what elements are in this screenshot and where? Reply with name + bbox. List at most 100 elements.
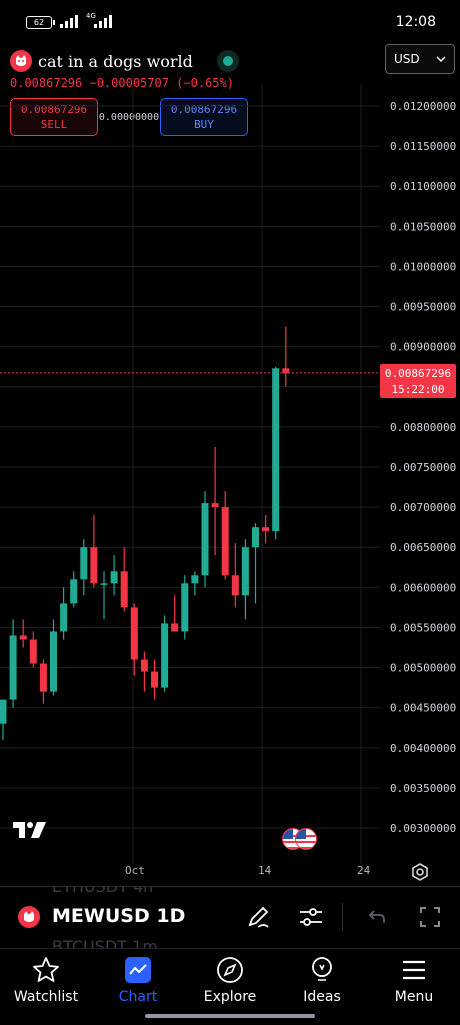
price-axis-label: 0.00900000 <box>390 341 456 354</box>
bottom-navigation: Watchlist Chart Explore Ideas Menu <box>0 948 460 1025</box>
currency-select[interactable]: USD <box>385 44 455 74</box>
nav-label: Chart <box>118 989 158 1005</box>
buy-label: BUY <box>194 118 214 131</box>
chart-toolbar: ETHUSDT 4h BTCUSDT 1m MEWUSD 1D <box>0 886 460 949</box>
compass-icon <box>217 957 243 983</box>
us-flag-icon-2[interactable] <box>295 828 317 850</box>
candle-body <box>241 547 249 596</box>
candle-body <box>100 583 108 585</box>
price-axis-label: 0.00650000 <box>390 541 456 554</box>
candle-body <box>282 368 290 374</box>
candle-body <box>151 671 158 688</box>
candle-body <box>201 503 209 576</box>
candle-body <box>140 659 148 672</box>
candle-body <box>39 663 47 692</box>
candle-body <box>161 623 169 688</box>
undo-icon[interactable] <box>362 903 390 931</box>
signal-icon <box>60 14 78 28</box>
price-axis-label: 0.00300000 <box>390 822 456 835</box>
price-change: 0.00867296 −0.00005707 (−0.65%) <box>10 76 234 90</box>
toolbar-divider <box>342 903 343 931</box>
chevron-down-icon <box>436 56 446 62</box>
tradingview-logo[interactable] <box>13 820 47 844</box>
candle-body <box>9 635 17 700</box>
candle-body <box>50 631 57 692</box>
candle-body <box>80 547 88 580</box>
bar-countdown: 15:22:00 <box>391 383 445 396</box>
symbol-interval-button[interactable]: MEWUSD 1D <box>52 905 186 927</box>
menu-icon <box>403 960 425 980</box>
symbol-row[interactable]: cat in a dogs world <box>10 50 239 72</box>
network-type: 4G <box>86 12 96 20</box>
candle-body <box>90 547 98 584</box>
symbol-avatar-icon <box>18 906 40 928</box>
candle-body <box>252 527 259 548</box>
candle-body <box>272 368 280 532</box>
clock: 12:08 <box>395 14 436 30</box>
candle-body <box>60 603 68 632</box>
indicators-icon[interactable] <box>297 903 325 931</box>
nav-chart[interactable]: Chart <box>92 955 184 1005</box>
price-axis-label: 0.00400000 <box>390 742 456 755</box>
time-label-14: 14 <box>258 864 272 877</box>
nav-explore[interactable]: Explore <box>184 955 276 1005</box>
nav-menu[interactable]: Menu <box>368 955 460 1005</box>
spread-value: 0.00000000 <box>98 111 160 123</box>
price-chart[interactable]: 0.01200000 0.01150000 0.01100000 0.01050000… <box>0 84 460 864</box>
price-axis-label: 0.01150000 <box>390 140 456 153</box>
lightbulb-icon <box>312 957 332 981</box>
last-price-tag: 0.00867296 15:22:00 <box>380 364 456 398</box>
time-label-24: 24 <box>357 864 371 877</box>
time-axis: Oct 14 24 <box>0 864 460 884</box>
ghost-symbol-below: BTCUSDT 1m <box>52 937 158 949</box>
nav-label: Ideas <box>303 989 341 1005</box>
price-axis-label: 0.00500000 <box>390 662 456 675</box>
candle-body <box>0 699 7 724</box>
candle-body <box>70 579 78 604</box>
price-axis-label: 0.00700000 <box>390 501 456 514</box>
signal-icon-2 <box>94 14 112 28</box>
buy-button[interactable]: 0.00867296 BUY <box>160 98 248 136</box>
star-icon <box>33 957 59 982</box>
price-axis-label: 0.00550000 <box>390 621 456 634</box>
price-axis-label: 0.00350000 <box>390 782 456 795</box>
candle-body <box>231 575 239 596</box>
draw-icon[interactable] <box>244 903 272 931</box>
cat-avatar-icon <box>10 50 32 72</box>
price-axis-label: 0.01050000 <box>390 220 456 233</box>
candle-body <box>19 635 27 640</box>
candle-body <box>221 507 229 576</box>
nav-watchlist[interactable]: Watchlist <box>0 955 92 1005</box>
candle-body <box>211 503 219 508</box>
symbol-name: cat in a dogs world <box>38 51 193 71</box>
sell-label: SELL <box>40 118 68 131</box>
price-axis-label: 0.00450000 <box>390 702 456 715</box>
chart-settings-icon[interactable] <box>410 862 430 882</box>
candle-body <box>181 583 189 632</box>
last-price-value: 0.00867296 <box>384 367 452 380</box>
candle-body <box>120 571 128 608</box>
candle-body <box>29 639 37 664</box>
nav-label: Menu <box>394 989 434 1005</box>
nav-ideas[interactable]: Ideas <box>276 955 368 1005</box>
battery-level: 62 <box>33 18 45 27</box>
candle-body <box>171 623 179 632</box>
candle-body <box>130 607 138 660</box>
battery-icon: 62 <box>26 16 55 29</box>
home-indicator[interactable] <box>145 1014 315 1018</box>
fullscreen-icon[interactable] <box>416 903 444 931</box>
price-axis-label: 0.01200000 <box>390 100 456 113</box>
candle-body <box>110 571 118 584</box>
chart-icon <box>125 957 151 983</box>
price-axis-label: 0.00600000 <box>390 581 456 594</box>
nav-label: Watchlist <box>13 989 79 1005</box>
price-axis-label: 0.01000000 <box>390 260 456 273</box>
price-axis-label: 0.00750000 <box>390 461 456 474</box>
price-axis-label: 0.00800000 <box>390 421 456 434</box>
status-bar: 62 4G 12:08 <box>0 0 460 44</box>
market-open-icon <box>216 50 239 72</box>
price-axis-label: 0.00950000 <box>390 301 456 314</box>
ghost-symbol-above: ETHUSDT 4h <box>52 886 154 896</box>
candle-body <box>262 527 270 532</box>
currency-value: USD <box>394 52 420 66</box>
